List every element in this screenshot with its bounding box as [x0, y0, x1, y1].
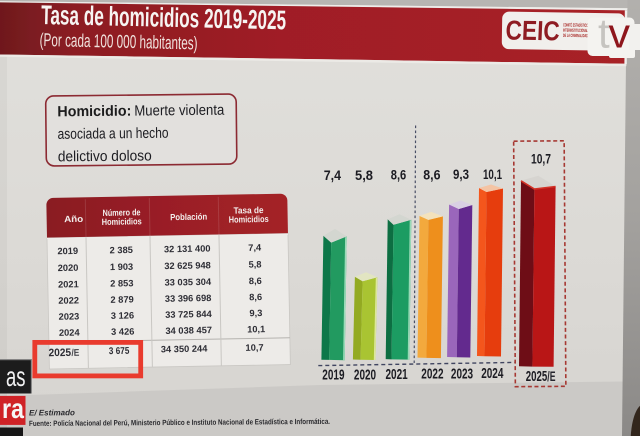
svg-text:Tasa de homicidios 2019-2025: Tasa de homicidios 2019-2025 — [41, 0, 287, 35]
svg-text:2020: 2020 — [58, 263, 79, 273]
svg-text:3 126: 3 126 — [111, 310, 134, 320]
svg-text:2025: 2025 — [526, 368, 548, 385]
svg-text:2025: 2025 — [49, 347, 72, 359]
svg-text:8,6: 8,6 — [249, 292, 262, 302]
svg-text:33 396 698: 33 396 698 — [165, 293, 212, 304]
svg-text:33 035 304: 33 035 304 — [164, 277, 212, 288]
svg-text:5,8: 5,8 — [355, 168, 373, 183]
svg-text:Tasa de: Tasa de — [233, 205, 263, 216]
svg-text:DE LA CRIMINALIDAD: DE LA CRIMINALIDAD — [563, 33, 588, 38]
svg-text:10,1: 10,1 — [247, 324, 265, 334]
svg-text:3 426: 3 426 — [111, 327, 134, 337]
svg-text:COMITÉ ESTADÍSTICO: COMITÉ ESTADÍSTICO — [563, 20, 588, 27]
svg-text:v: v — [609, 10, 631, 57]
svg-text:2 853: 2 853 — [110, 278, 133, 288]
svg-text:10,1: 10,1 — [483, 167, 502, 182]
svg-text:8,6: 8,6 — [391, 168, 407, 183]
svg-text:32 131 400: 32 131 400 — [164, 244, 211, 255]
svg-text:10,7: 10,7 — [531, 152, 551, 167]
svg-text:/E: /E — [71, 348, 80, 359]
svg-text:9,3: 9,3 — [453, 167, 469, 182]
svg-text:Muerte violenta: Muerte violenta — [134, 103, 225, 120]
svg-text:7,4: 7,4 — [324, 168, 342, 183]
svg-text:2019: 2019 — [322, 367, 344, 384]
svg-text:Homicidios: Homicidios — [229, 214, 269, 225]
svg-text:34 350 244: 34 350 244 — [161, 344, 209, 355]
svg-text:2023: 2023 — [59, 311, 80, 321]
svg-text:7,4: 7,4 — [248, 243, 262, 253]
svg-text:33 725 844: 33 725 844 — [165, 309, 213, 320]
svg-text:Homicidios: Homicidios — [102, 216, 142, 227]
svg-text:2 879: 2 879 — [110, 294, 133, 304]
svg-text:t: t — [598, 10, 610, 57]
svg-text:as: as — [6, 361, 26, 392]
svg-text:ra: ra — [2, 393, 24, 424]
svg-text:asociada a un hecho: asociada a un hecho — [57, 126, 168, 143]
svg-text:Fuente: Policía Nacional del P: Fuente: Policía Nacional del Perú, Minis… — [29, 417, 330, 428]
svg-text:1 903: 1 903 — [110, 262, 133, 272]
svg-text:32 625 948: 32 625 948 — [164, 260, 211, 271]
svg-text:2024: 2024 — [481, 365, 504, 382]
svg-text:2021: 2021 — [58, 279, 79, 289]
svg-text:10,7: 10,7 — [245, 343, 263, 353]
svg-text:CEIC: CEIC — [505, 15, 560, 47]
svg-text:/E: /E — [547, 369, 555, 384]
svg-text:8,6: 8,6 — [423, 167, 441, 182]
svg-text:2023: 2023 — [451, 365, 473, 382]
svg-text:2022: 2022 — [421, 366, 443, 383]
svg-text:INTERINSTITUCIONAL: INTERINSTITUCIONAL — [563, 28, 588, 33]
svg-text:2022: 2022 — [58, 295, 79, 305]
svg-text:Población: Población — [170, 212, 207, 223]
svg-text:2020: 2020 — [354, 366, 376, 383]
svg-text:2019: 2019 — [57, 246, 78, 256]
svg-text:34 038 457: 34 038 457 — [165, 325, 212, 336]
svg-text:Homicidio:: Homicidio: — [57, 104, 131, 121]
svg-text:2021: 2021 — [386, 366, 408, 383]
svg-text:(Por cada 100 000 habitantes): (Por cada 100 000 habitantes) — [39, 29, 197, 53]
svg-text:2 385: 2 385 — [110, 245, 133, 255]
svg-text:E/ Estimado: E/ Estimado — [29, 408, 75, 417]
svg-text:Número de: Número de — [102, 207, 140, 218]
svg-text:8,6: 8,6 — [249, 276, 262, 286]
svg-text:2024: 2024 — [59, 328, 81, 338]
svg-text:9,3: 9,3 — [249, 308, 262, 318]
svg-text:5,8: 5,8 — [248, 259, 261, 269]
svg-text:3 675: 3 675 — [109, 346, 130, 357]
svg-text:Año: Año — [64, 214, 84, 224]
svg-text:delictivo doloso: delictivo doloso — [58, 148, 152, 165]
